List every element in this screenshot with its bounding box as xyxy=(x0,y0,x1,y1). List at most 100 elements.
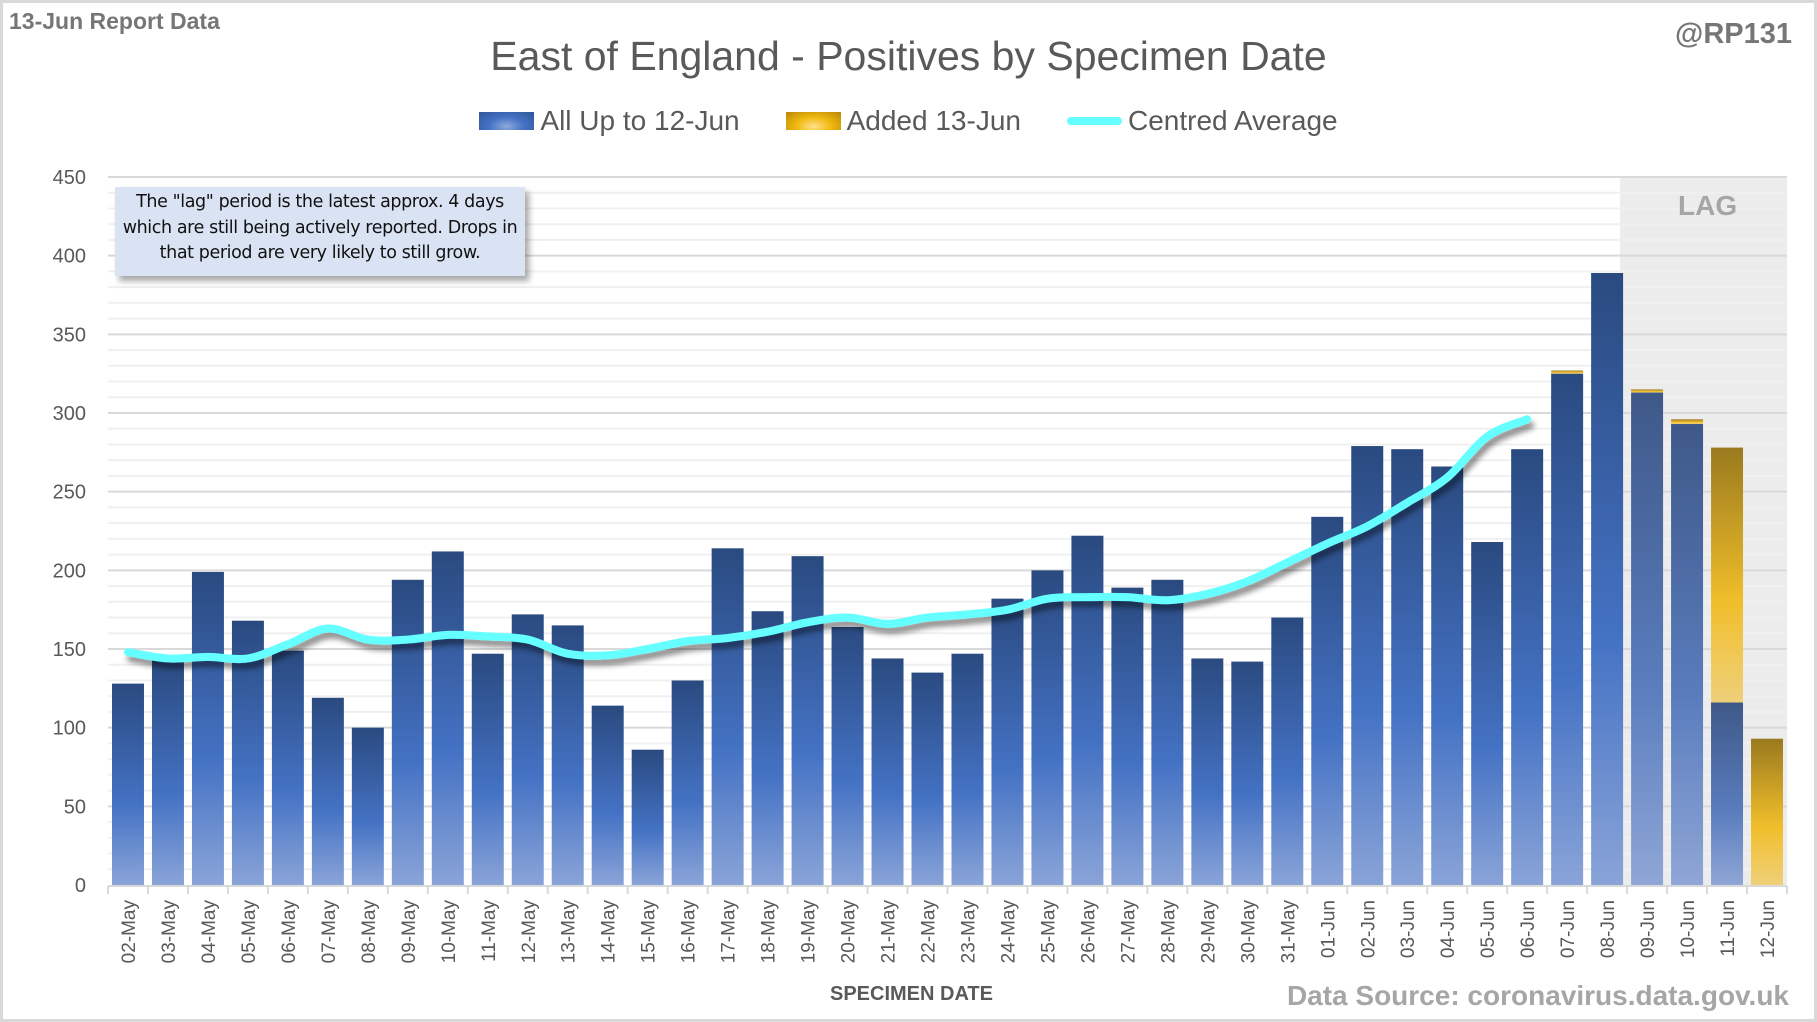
bar-all-up-to-10-Jun xyxy=(1671,424,1704,885)
legend-swatch-gold xyxy=(785,112,841,130)
x-tick-label: 31-May xyxy=(1278,900,1299,964)
legend-swatch-blue xyxy=(479,112,535,130)
y-tick-label: 300 xyxy=(53,403,86,425)
bar-all-up-to-05-Jun xyxy=(1471,542,1504,885)
x-tick-label: 01-Jun xyxy=(1318,900,1339,958)
x-tick-label: 26-May xyxy=(1078,900,1099,964)
bar-all-up-to-19-May xyxy=(791,556,824,885)
x-tick-label: 07-Jun xyxy=(1558,900,1579,958)
bar-all-up-to-25-May xyxy=(1031,570,1064,885)
bar-all-up-to-29-May xyxy=(1191,658,1224,885)
bar-all-up-to-31-May xyxy=(1271,617,1304,885)
x-tick-label: 04-Jun xyxy=(1438,900,1459,958)
bar-all-up-to-03-May xyxy=(151,660,184,885)
bar-all-up-to-21-May xyxy=(871,658,904,885)
x-tick-label: 07-May xyxy=(319,900,340,964)
bar-all-up-to-08-Jun xyxy=(1591,272,1624,885)
x-tick-label: 20-May xyxy=(839,900,860,964)
y-tick-label: 0 xyxy=(75,875,86,897)
legend-item-all-up-to: All Up to 12-Jun xyxy=(479,105,740,137)
legend-item-added: Added 13-Jun xyxy=(785,105,1021,137)
x-tick-label: 03-Jun xyxy=(1398,900,1419,958)
x-tick-label: 29-May xyxy=(1198,900,1219,964)
bar-added-12-Jun xyxy=(1751,738,1784,885)
bar-all-up-to-07-May xyxy=(311,697,344,885)
bar-added-09-Jun xyxy=(1631,389,1664,393)
y-tick-label: 250 xyxy=(53,482,86,504)
x-tick-label: 08-May xyxy=(359,900,380,964)
bar-all-up-to-18-May xyxy=(751,611,784,885)
author-handle: @RP131 xyxy=(1675,18,1792,50)
x-tick-label: 13-May xyxy=(559,900,580,964)
x-tick-label: 27-May xyxy=(1118,900,1139,964)
x-tick-label: 25-May xyxy=(1038,900,1059,964)
bar-all-up-to-09-May xyxy=(391,579,424,885)
x-tick-label: 06-Jun xyxy=(1518,900,1539,958)
x-tick-label: 11-Jun xyxy=(1718,900,1739,957)
x-tick-label: 02-Jun xyxy=(1358,900,1379,958)
x-axis-title: SPECIMEN DATE xyxy=(830,983,993,1005)
x-tick-label: 28-May xyxy=(1158,900,1179,964)
bar-all-up-to-16-May xyxy=(671,680,704,885)
bar-all-up-to-02-Jun xyxy=(1351,446,1384,885)
chart-title: East of England - Positives by Specimen … xyxy=(490,33,1327,79)
x-tick-label: 04-May xyxy=(199,900,220,964)
legend-label: Added 13-Jun xyxy=(846,105,1021,136)
bar-all-up-to-26-May xyxy=(1071,535,1104,885)
bar-all-up-to-10-May xyxy=(431,551,464,885)
x-tick-label: 17-May xyxy=(719,900,740,964)
y-tick-label: 50 xyxy=(64,796,86,818)
y-tick-label: 150 xyxy=(53,639,86,661)
x-tick-label: 09-Jun xyxy=(1638,900,1659,958)
x-tick-label: 12-Jun xyxy=(1758,900,1779,958)
x-tick-label: 06-May xyxy=(279,900,300,964)
x-tick-label: 03-May xyxy=(159,900,180,964)
x-tick-label: 05-Jun xyxy=(1478,900,1499,958)
x-tick-label: 21-May xyxy=(879,900,900,964)
x-tick-label: 15-May xyxy=(639,900,660,964)
x-tick-label: 22-May xyxy=(919,900,940,964)
x-tick-label: 05-May xyxy=(239,900,260,964)
y-tick-label: 350 xyxy=(53,324,86,346)
lag-note-annotation: The "lag" period is the latest approx. 4… xyxy=(115,187,525,276)
bar-all-up-to-11-May xyxy=(471,653,504,885)
y-tick-label: 100 xyxy=(53,718,86,740)
legend-item-average: Centred Average xyxy=(1066,105,1338,137)
report-date-label: 13-Jun Report Data xyxy=(9,8,220,34)
legend-label: All Up to 12-Jun xyxy=(540,105,740,136)
legend-swatch-line xyxy=(1066,117,1122,125)
x-tick-label: 10-May xyxy=(439,900,460,964)
x-tick-label: 23-May xyxy=(958,900,979,964)
y-tick-label: 400 xyxy=(53,246,86,268)
bar-all-up-to-24-May xyxy=(991,598,1024,885)
bar-added-07-Jun xyxy=(1551,370,1584,374)
bar-all-up-to-27-May xyxy=(1111,587,1144,885)
bar-all-up-to-22-May xyxy=(911,672,944,885)
legend: All Up to 12-Jun Added 13-Jun Centred Av… xyxy=(0,105,1817,137)
bar-all-up-to-04-May xyxy=(191,571,224,885)
bar-all-up-to-20-May xyxy=(831,626,864,885)
bar-all-up-to-12-May xyxy=(511,614,544,885)
x-tick-label: 16-May xyxy=(679,900,700,964)
y-tick-label: 450 xyxy=(53,167,86,189)
data-source-label: Data Source: coronavirus.data.gov.uk xyxy=(1286,980,1789,1011)
bar-all-up-to-23-May xyxy=(951,653,984,885)
bar-all-up-to-08-May xyxy=(351,727,384,885)
x-tick-label: 12-May xyxy=(519,900,540,964)
x-tick-label: 10-Jun xyxy=(1678,900,1699,958)
x-tick-label: 19-May xyxy=(799,900,820,964)
lag-band-label: LAG xyxy=(1678,190,1738,221)
x-tick-label: 24-May xyxy=(998,900,1019,964)
bar-all-up-to-04-Jun xyxy=(1431,466,1464,885)
bar-all-up-to-30-May xyxy=(1231,661,1264,885)
legend-label: Centred Average xyxy=(1127,105,1338,136)
bar-added-11-Jun xyxy=(1711,447,1744,703)
x-tick-label: 09-May xyxy=(399,900,420,964)
bar-all-up-to-28-May xyxy=(1151,579,1184,885)
bar-all-up-to-03-Jun xyxy=(1391,449,1424,885)
x-tick-label: 11-May xyxy=(479,900,500,962)
bar-all-up-to-17-May xyxy=(711,548,744,885)
x-tick-label: 30-May xyxy=(1238,900,1259,964)
bar-all-up-to-05-May xyxy=(231,620,264,885)
